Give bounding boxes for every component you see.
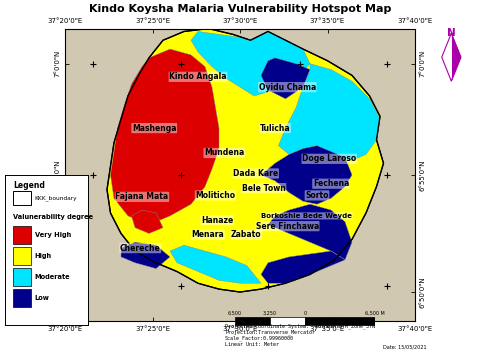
Bar xyxy=(305,317,340,325)
Bar xyxy=(14,289,32,307)
Bar xyxy=(270,317,305,325)
Polygon shape xyxy=(170,245,261,283)
Bar xyxy=(340,317,375,325)
Text: Kindo Angala: Kindo Angala xyxy=(169,72,227,81)
Text: Legend: Legend xyxy=(14,181,45,190)
Bar xyxy=(235,317,270,325)
Text: Low: Low xyxy=(34,295,50,301)
Polygon shape xyxy=(191,31,310,96)
Text: Projected Coordinate System:  Adindan_UTM_Zone_37N
Projection:Transverse_Mercato: Projected Coordinate System: Adindan_UTM… xyxy=(225,323,375,347)
Text: N: N xyxy=(447,28,456,38)
Polygon shape xyxy=(442,34,451,81)
Bar xyxy=(14,226,32,244)
Text: Borkoshie Bede Weyde: Borkoshie Bede Weyde xyxy=(261,213,352,219)
Text: 6,500: 6,500 xyxy=(228,311,242,316)
Text: 3,250: 3,250 xyxy=(263,311,277,316)
Text: Sere Finchawa: Sere Finchawa xyxy=(256,222,319,231)
Title: Kindo Koysha Malaria Vulnerability Hotspot Map: Kindo Koysha Malaria Vulnerability Hotsp… xyxy=(89,4,391,14)
Text: Doge Laroso: Doge Laroso xyxy=(302,154,356,164)
Polygon shape xyxy=(261,58,310,99)
Polygon shape xyxy=(261,251,345,283)
Text: Menara: Menara xyxy=(192,230,224,240)
Text: Bele Town: Bele Town xyxy=(242,183,286,193)
Polygon shape xyxy=(268,204,352,260)
Text: Moderate: Moderate xyxy=(34,274,70,280)
Text: Sorto: Sorto xyxy=(305,191,329,200)
Text: Oyidu Chama: Oyidu Chama xyxy=(258,82,316,92)
Text: Mundena: Mundena xyxy=(204,149,244,157)
Text: Fechena: Fechena xyxy=(313,179,349,188)
Text: 6,500 M: 6,500 M xyxy=(365,311,385,316)
Polygon shape xyxy=(107,29,384,292)
Bar xyxy=(14,191,32,205)
Polygon shape xyxy=(278,64,380,160)
Polygon shape xyxy=(451,34,461,81)
Polygon shape xyxy=(261,146,352,204)
Text: Date: 15/05/2021: Date: 15/05/2021 xyxy=(384,344,427,350)
Polygon shape xyxy=(121,242,170,268)
Bar xyxy=(14,268,32,286)
Text: Chereche: Chereche xyxy=(120,243,160,253)
Polygon shape xyxy=(132,210,163,233)
Text: Tulicha: Tulicha xyxy=(260,124,290,132)
Text: Zabato: Zabato xyxy=(231,230,262,240)
Text: 0: 0 xyxy=(304,311,306,316)
Text: Fajana Mata: Fajana Mata xyxy=(116,192,168,201)
Text: KKK_boundary: KKK_boundary xyxy=(34,195,78,201)
Bar xyxy=(14,247,32,265)
Text: Mashenga: Mashenga xyxy=(132,124,176,132)
Polygon shape xyxy=(110,49,219,225)
Text: Moliticho: Moliticho xyxy=(196,191,235,200)
Text: Hanaze: Hanaze xyxy=(201,216,234,225)
Text: Valunerability degree: Valunerability degree xyxy=(14,214,94,220)
Text: High: High xyxy=(34,253,52,259)
Text: Very High: Very High xyxy=(34,232,71,238)
Text: Dada Kare: Dada Kare xyxy=(233,169,278,178)
